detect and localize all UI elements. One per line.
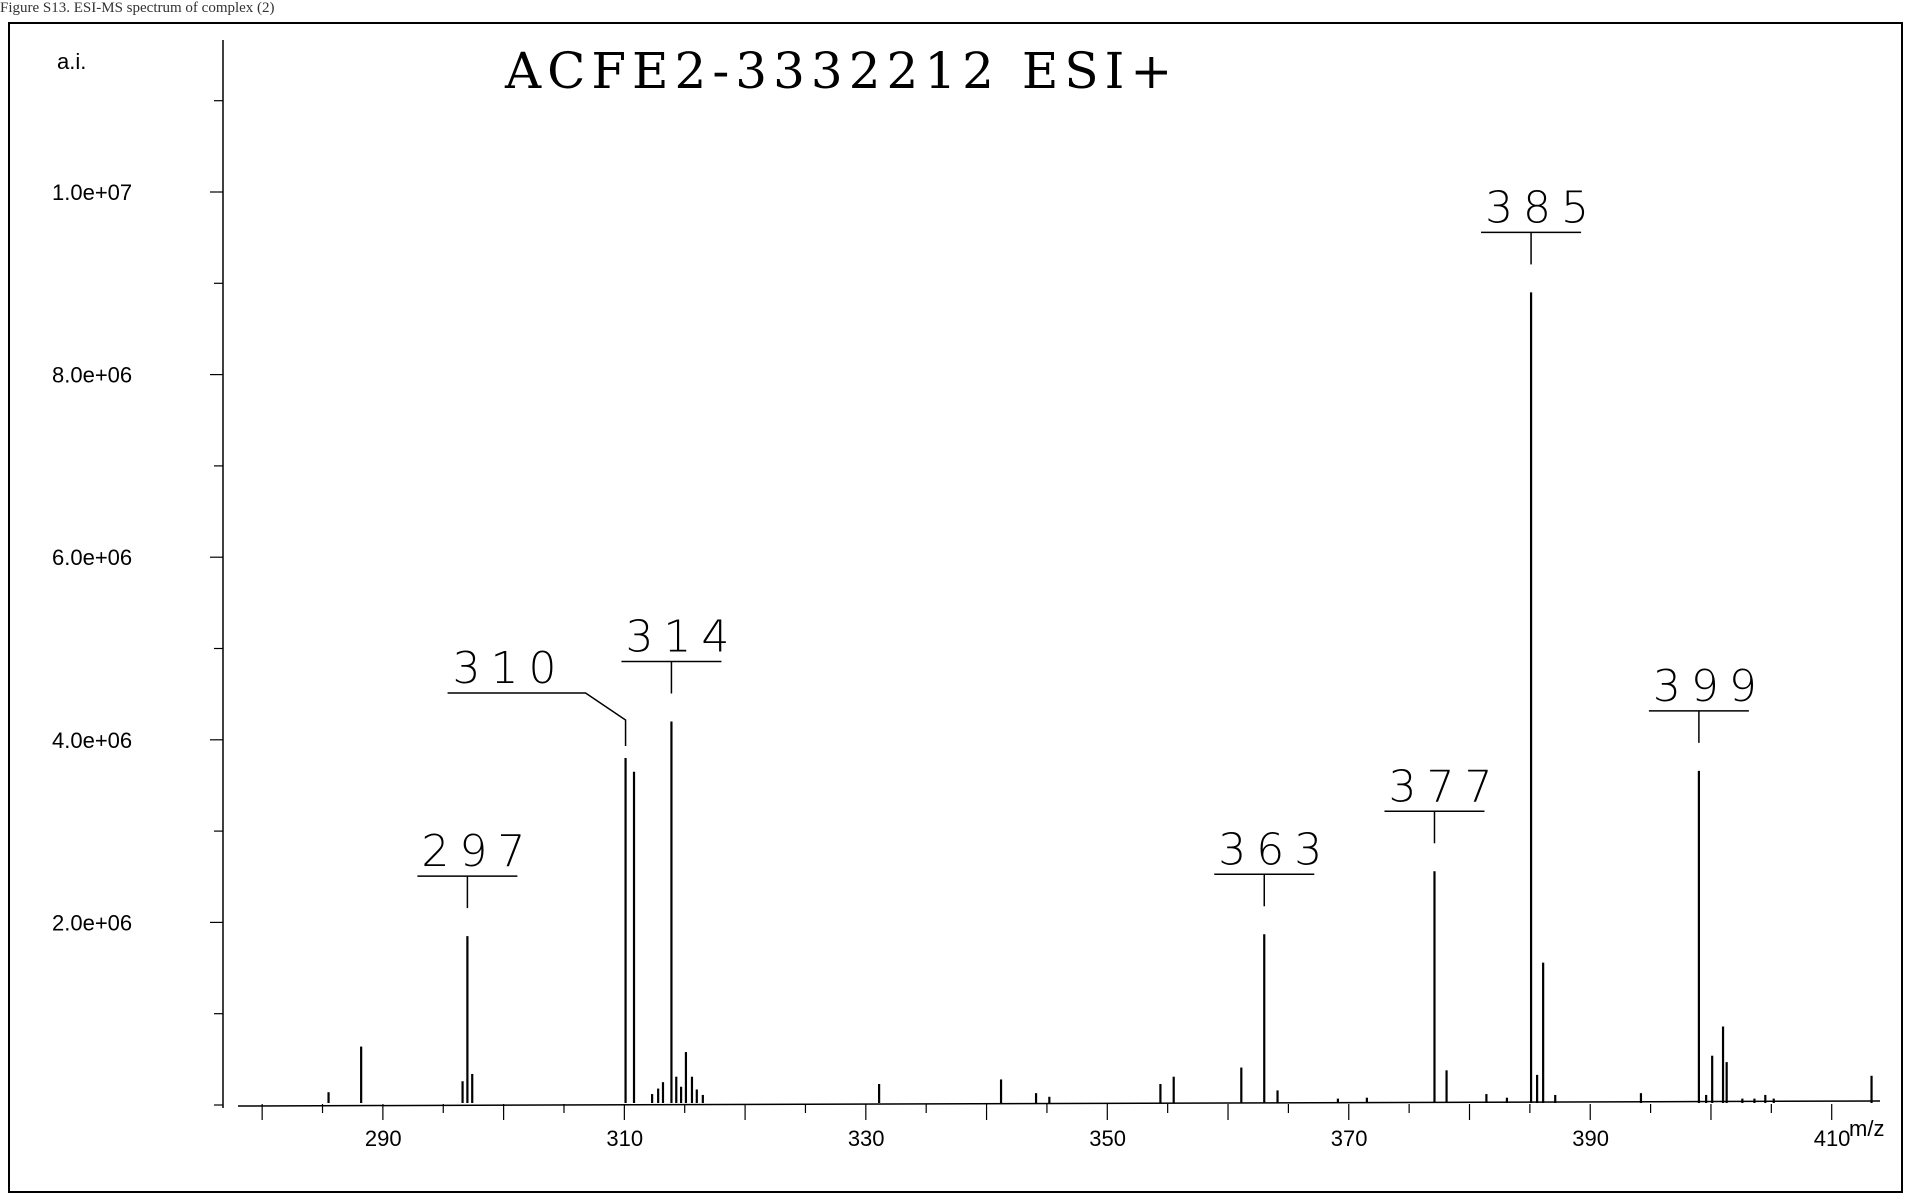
x-axis-label: m/z [1849, 1116, 1884, 1141]
axes [222, 40, 1881, 1108]
peak-label-385: 385 [1485, 182, 1599, 233]
peak-label-310: 310 [453, 643, 567, 694]
y-tick-label: 1.0e+07 [52, 180, 132, 205]
chart-frame [8, 22, 1903, 1193]
y-axis-label: a.i. [57, 49, 86, 74]
peaks [327, 292, 1873, 1103]
peak-label-314: 314 [625, 612, 739, 663]
peak-label-377: 377 [1388, 761, 1502, 812]
figure-caption: Figure S13. ESI-MS spectrum of complex (… [0, 0, 275, 16]
x-tick-label: 290 [365, 1126, 402, 1151]
x-axis-line [237, 1100, 1881, 1107]
x-tick-label: 350 [1089, 1126, 1126, 1151]
peak-labels: 297 310 314 363 377 385 399 [417, 182, 1767, 909]
y-tick-label: 8.0e+06 [52, 363, 132, 388]
x-tick-label: 390 [1572, 1126, 1609, 1151]
peak-310-leader [447, 692, 627, 747]
peak-label-363: 363 [1218, 824, 1332, 875]
y-tick-label: 6.0e+06 [52, 545, 132, 570]
chart-title: ACFE2-3332212 ESI+ [504, 42, 1178, 100]
x-tick-label: 330 [848, 1126, 885, 1151]
y-tick-label: 2.0e+06 [52, 910, 132, 935]
y-tick-label: 4.0e+06 [52, 728, 132, 753]
x-tick-label: 410 [1814, 1126, 1851, 1151]
peak-label-399: 399 [1653, 661, 1767, 712]
peak-label-297: 297 [421, 826, 535, 877]
x-tick-label: 310 [606, 1126, 643, 1151]
ticks: 2.0e+06 4.0e+06 6.0e+06 8.0e+06 1.0e+07 290 31… [52, 100, 1851, 1151]
x-tick-label: 370 [1331, 1126, 1368, 1151]
